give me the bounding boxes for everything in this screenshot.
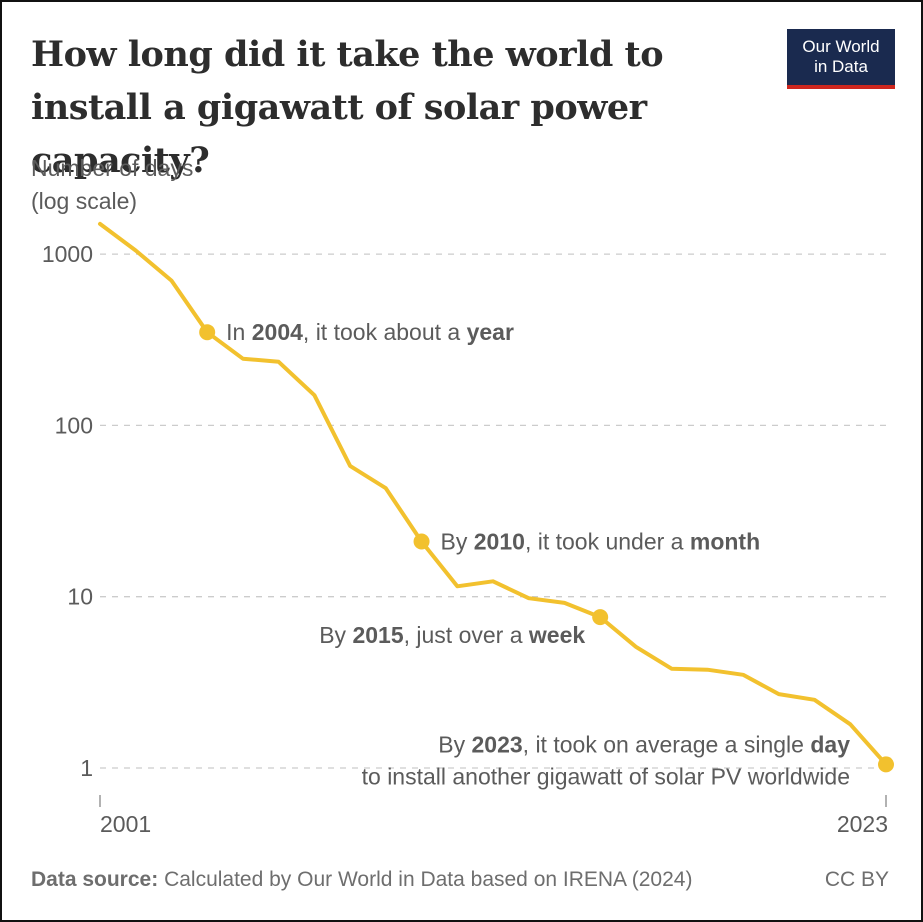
y-axis-label: Number of days (log scale): [31, 152, 193, 218]
annotation-2010-part-3: month: [690, 529, 760, 555]
annotation-2010-part-1: 2010: [474, 529, 525, 555]
y-tick-label-100: 100: [55, 412, 93, 438]
annotation-2004-part-1: 2004: [252, 319, 303, 345]
annotation-2010-part-0: By: [441, 529, 474, 555]
data-source-label: Data source:: [31, 868, 159, 891]
x-tick-label-2023: 2023: [837, 811, 888, 837]
annotation-dot-2023: [878, 756, 894, 773]
owid-logo[interactable]: Our World in Data: [787, 29, 895, 89]
y-axis-label-line-1: Number of days: [31, 155, 194, 181]
annotation-2004-part-3: year: [467, 319, 514, 345]
license-text: CC BY: [824, 868, 889, 891]
chart-title: How long did it take the world to instal…: [31, 34, 664, 181]
annotation-2004-part-2: , it took about a: [303, 319, 467, 345]
y-tick-label-1: 1: [80, 755, 93, 781]
y-tick-label-10: 10: [67, 584, 93, 610]
x-tick-label-2001: 2001: [100, 811, 151, 837]
annotation-2004-part-0: In: [226, 319, 252, 345]
data-source: Data source: Calculated by Our World in …: [31, 868, 692, 892]
series-line-0: [98, 221, 888, 767]
annotation-2010-part-2: , it took under a: [525, 529, 690, 555]
logo-line-2: in Data: [814, 57, 868, 76]
annotation-2015-part-0: By: [319, 622, 352, 648]
annotation-2015-part-1: 2015: [352, 622, 403, 648]
annotation-2023-part-1: 2023: [472, 731, 523, 757]
annotation-dot-2015: [592, 609, 609, 626]
annotation-2010: By 2010, it took under a month: [441, 529, 761, 555]
annotation-2015-part-3: week: [528, 622, 585, 648]
annotation-2023-line-2: to install another gigawatt of solar PV …: [362, 763, 850, 789]
logo-line-1: Our World: [802, 37, 880, 56]
y-axis-label-line-2: (log scale): [31, 188, 138, 214]
data-source-text: Calculated by Our World in Data based on…: [164, 868, 693, 891]
annotation-2015: By 2015, just over a week: [319, 622, 585, 648]
annotation-2023-part-3: day: [810, 731, 850, 757]
annotation-2004: In 2004, it took about a year: [226, 319, 514, 345]
annotation-2023-part-2: , it took on average a single: [523, 731, 811, 757]
annotation-dot-2010: [413, 533, 430, 550]
annotation-2015-part-2: , just over a: [404, 622, 529, 648]
annotation-2023-part-0: By: [438, 731, 471, 757]
y-tick-label-1000: 1000: [42, 241, 93, 267]
annotation-dot-2004: [199, 324, 216, 341]
annotation-2023: By 2023, it took on average a single day: [438, 731, 850, 757]
